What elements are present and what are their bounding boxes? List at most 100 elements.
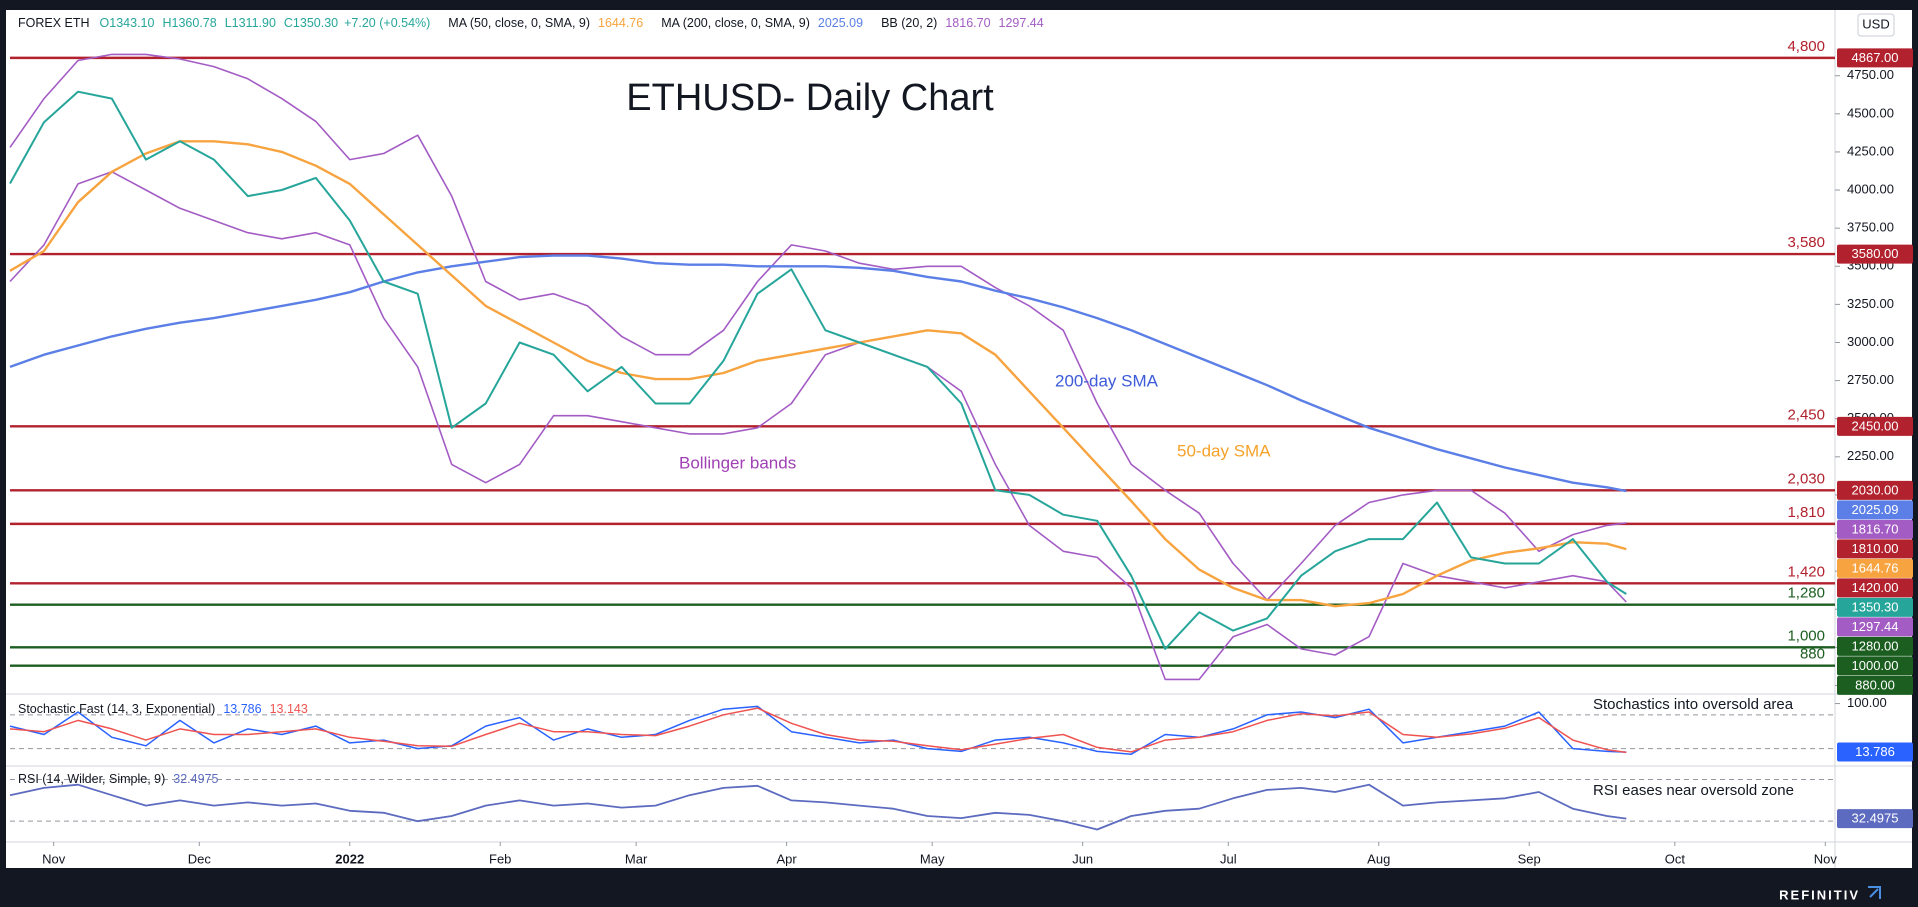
value-box-label: 1000.00	[1852, 658, 1899, 673]
value-box-label: 1350.30	[1852, 599, 1899, 614]
y-tick-label: 4750.00	[1847, 67, 1894, 82]
symbol: FOREX ETH	[18, 16, 90, 30]
rsi-note: RSI eases near oversold zone	[1593, 782, 1794, 799]
x-tick-label: Aug	[1367, 851, 1390, 866]
stochastic-title: Stochastic Fast (14, 3, Exponential)	[18, 702, 215, 716]
value-box-label: 2450.00	[1852, 418, 1899, 433]
stochastic-note: Stochastics into oversold area	[1593, 696, 1794, 713]
value-box	[1837, 597, 1913, 617]
y-tick-label: 2250.00	[1847, 448, 1894, 463]
value-box	[1837, 244, 1913, 264]
rsi-title: RSI (14, Wilder, Simple, 9)	[18, 772, 165, 786]
value-box-label: 1280.00	[1852, 638, 1899, 653]
level-name: 880	[1800, 646, 1825, 663]
level-name: 1,280	[1787, 585, 1825, 602]
value-box	[1837, 480, 1913, 500]
high: H1360.78	[162, 16, 216, 30]
bollinger-lower	[9, 171, 1627, 681]
chart-header: FOREX ETH O1343.10 H1360.78 L1311.90 C1350.3…	[18, 16, 1044, 30]
stochastic-header: Stochastic Fast (14, 3, Exponential) 13.7…	[18, 702, 308, 716]
x-tick-label: Sep	[1518, 851, 1541, 866]
bollinger-upper	[9, 53, 1627, 601]
y-tick-label: 4000.00	[1847, 181, 1894, 196]
x-tick-label: Nov	[1814, 851, 1838, 866]
value-box	[1837, 617, 1913, 637]
y-tick-label: 4250.00	[1847, 143, 1894, 158]
stochastic-k-value: 13.786	[223, 702, 261, 716]
bb-upper-value: 1816.70	[945, 16, 990, 30]
y-tick-label: 3250.00	[1847, 296, 1894, 311]
source: REFINITIV	[1779, 887, 1860, 902]
x-tick-label: Jul	[1220, 851, 1237, 866]
value-box	[1837, 809, 1913, 829]
level-name: 1,000	[1787, 627, 1825, 644]
x-tick-label: Dec	[188, 851, 212, 866]
y-tick-label: 2750.00	[1847, 372, 1894, 387]
open: O1343.10	[100, 16, 155, 30]
sma-200	[9, 254, 1627, 493]
value-box-label: 2030.00	[1852, 482, 1899, 497]
low: L1311.90	[225, 16, 276, 30]
currency: USD	[1862, 16, 1889, 31]
value-box-label: 32.4975	[1852, 811, 1899, 826]
close: C1350.30	[284, 16, 338, 30]
footer-bar	[0, 868, 1918, 907]
value-box	[1837, 519, 1913, 539]
rsi-line	[9, 783, 1627, 831]
ma50-name: MA (50, close, 0, SMA, 9)	[448, 16, 590, 30]
level-name: 2,450	[1787, 406, 1825, 423]
y-tick-label: 3000.00	[1847, 334, 1894, 349]
value-box-label: 1810.00	[1852, 541, 1899, 556]
value-box-label: 4867.00	[1852, 50, 1899, 65]
value-box	[1837, 578, 1913, 598]
value-box	[1837, 675, 1913, 695]
x-tick-label: Feb	[489, 851, 511, 866]
value-box-label: 13.786	[1855, 744, 1895, 759]
x-tick-label: Nov	[42, 851, 66, 866]
currency-box	[1857, 13, 1895, 37]
level-name: 2,030	[1787, 470, 1825, 487]
value-box-label: 1816.70	[1852, 521, 1899, 536]
change: +7.20 (+0.54%)	[344, 16, 430, 30]
source-logo	[1868, 886, 1881, 899]
ma200-value: 2025.09	[818, 16, 863, 30]
level-name: 1,420	[1787, 563, 1825, 580]
x-tick-label: Jun	[1072, 851, 1093, 866]
value-box-label: 1420.00	[1852, 580, 1899, 595]
value-box	[1837, 500, 1913, 520]
value-box-label: 1297.44	[1852, 619, 1899, 634]
bb-name: BB (20, 2)	[881, 16, 937, 30]
ma50-value: 1644.76	[598, 16, 643, 30]
bb-lower-value: 1297.44	[999, 16, 1044, 30]
annotation: 200-day SMA	[1055, 371, 1159, 390]
x-tick-label: May	[920, 851, 945, 866]
rsi-header: RSI (14, Wilder, Simple, 9) 32.4975	[18, 772, 218, 786]
stochastic-d-value: 13.143	[270, 702, 308, 716]
value-box	[1837, 48, 1913, 68]
y-tick-label: 4500.00	[1847, 105, 1894, 120]
rsi-value: 32.4975	[173, 772, 218, 786]
x-tick-label: 2022	[335, 851, 364, 866]
level-name: 1,810	[1787, 504, 1825, 521]
value-box	[1837, 416, 1913, 436]
x-tick-label: Mar	[625, 851, 648, 866]
ma200-name: MA (200, close, 0, SMA, 9)	[661, 16, 810, 30]
value-box-label: 3580.00	[1852, 246, 1899, 261]
value-box	[1837, 742, 1913, 762]
level-name: 3,580	[1787, 234, 1825, 251]
price-line	[9, 90, 1627, 650]
value-box-label: 1644.76	[1852, 560, 1899, 575]
value-box-label: 880.00	[1855, 677, 1895, 692]
chart-background	[6, 10, 1912, 868]
value-box	[1837, 558, 1913, 578]
annotation: Bollinger bands	[679, 453, 796, 472]
value-box	[1837, 636, 1913, 656]
chart-title: ETHUSD- Daily Chart	[626, 77, 994, 119]
value-box-label: 2025.09	[1852, 502, 1899, 517]
x-tick-label: Oct	[1665, 851, 1686, 866]
stochastic-line	[9, 705, 1627, 755]
sma-50	[9, 140, 1627, 608]
value-box	[1837, 656, 1913, 676]
